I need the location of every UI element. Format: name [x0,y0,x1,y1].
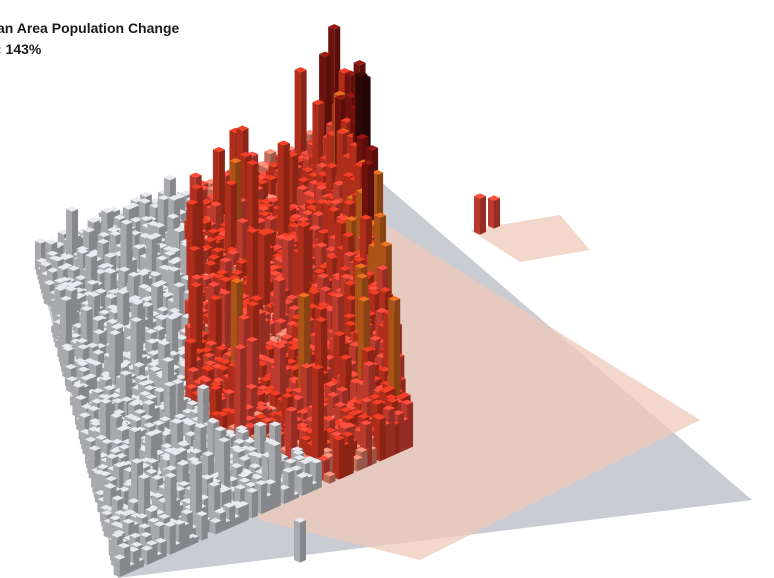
tint-patch-1 [470,215,590,262]
map-title: an Area Population Change : 143% [0,18,182,60]
population-bars [34,24,500,578]
title-line-2: : 143% [0,41,42,57]
title-line-1: an Area Population Change [0,20,180,36]
